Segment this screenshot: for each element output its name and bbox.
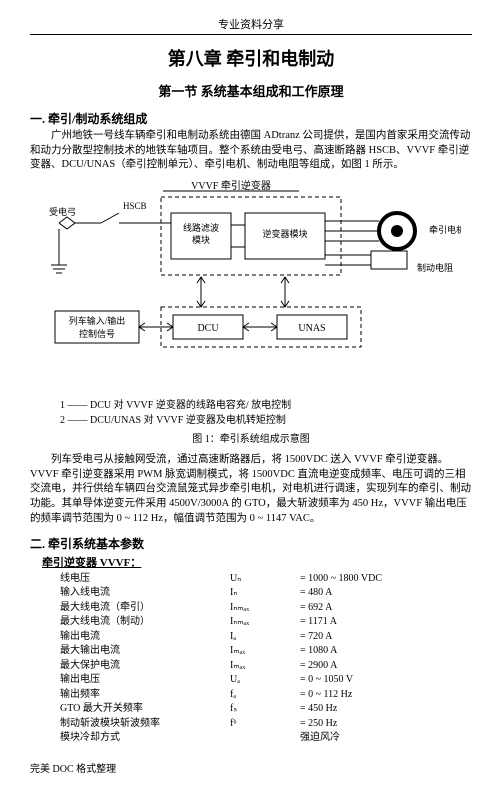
page-footer: 完美 DOC 格式整理 — [30, 760, 472, 775]
hscb-switch — [101, 213, 119, 223]
heading-1-text: 牵引/制动系统组成 — [48, 112, 147, 126]
param-symbol: Iₙₘₐₓ — [230, 615, 300, 630]
paragraph-1: 广州地铁一号线车辆牵引和电制动系统由德国 ADtranz 公司提供，是国内首家采… — [30, 129, 472, 173]
train-io-label-2: 控制信号 — [79, 328, 115, 339]
braking-resistor-label: 制动电阻 — [417, 262, 453, 273]
param-symbol: Iₙ — [230, 586, 300, 601]
diagram-note-2: 2 —— DCU/UNAS 对 VVVF 逆变器及电机转矩控制 — [60, 413, 472, 428]
figure-caption: 图 1：牵引系统组成示意图 — [30, 430, 472, 445]
param-row: 最大线电流（牵引）Iₙₘₐₓ= 692 A — [60, 601, 472, 616]
diagram-note-1: 1 —— DCU 对 VVVF 逆变器的线路电容充/ 放电控制 — [60, 398, 472, 413]
param-label: GTO 最大开关频率 — [60, 702, 230, 717]
param-symbol — [230, 731, 300, 746]
param-row: GTO 最大开关频率fₛ= 450 Hz — [60, 702, 472, 717]
param-symbol: Uₐ — [230, 673, 300, 688]
param-row: 最大保护电流Iₘₐₓ= 2900 A — [60, 659, 472, 674]
param-symbol: Iₐ — [230, 630, 300, 645]
heading-2-num: 二. — [30, 537, 45, 551]
param-value: = 450 Hz — [300, 702, 472, 717]
param-row: 制动斩波模块斩波频率fᵇ= 250 Hz — [60, 717, 472, 732]
pantograph-icon — [59, 217, 75, 229]
param-symbol: Iₙₘₐₓ — [230, 601, 300, 616]
heading-1-num: 一. — [30, 112, 45, 126]
param-symbol: Iₘₐₓ — [230, 644, 300, 659]
section-title: 第一节 系统基本组成和工作原理 — [30, 81, 472, 100]
param-row: 输出电压Uₐ= 0 ~ 1050 V — [60, 673, 472, 688]
param-symbol: Uₙ — [230, 572, 300, 587]
param-symbol: Iₘₐₓ — [230, 659, 300, 674]
chapter-title: 第八章 牵引和电制动 — [30, 45, 472, 71]
dcu-label: DCU — [197, 323, 219, 334]
system-diagram: VVVF 牵引逆变器 线路滤波 模块 逆变器模块 受电弓 HSCB — [41, 179, 461, 392]
hscb-label: HSCB — [123, 201, 147, 211]
param-value: = 692 A — [300, 601, 472, 616]
params-heading: 牵引逆变器 VVVF： — [42, 554, 472, 570]
param-row: 模块冷却方式 强迫风冷 — [60, 731, 472, 746]
param-label: 输出电压 — [60, 673, 230, 688]
param-value: = 1171 A — [300, 615, 472, 630]
braking-resistor-icon — [371, 251, 407, 269]
param-value: = 720 A — [300, 630, 472, 645]
filter-module-label-1: 线路滤波 — [183, 222, 219, 233]
pantograph-label: 受电弓 — [49, 206, 76, 217]
param-value: = 0 ~ 112 Hz — [300, 688, 472, 703]
param-label: 最大保护电流 — [60, 659, 230, 674]
param-label: 线电压 — [60, 572, 230, 587]
heading-1: 一. 牵引/制动系统组成 — [30, 110, 472, 127]
train-io-label-1: 列车输入/输出 — [69, 315, 126, 326]
param-table: 线电压Uₙ= 1000 ~ 1800 VDC输入线电流Iₙ= 480 A最大线电… — [60, 572, 472, 746]
heading-2-text: 牵引系统基本参数 — [48, 537, 144, 551]
param-value: = 0 ~ 1050 V — [300, 673, 472, 688]
param-label: 最大输出电流 — [60, 644, 230, 659]
motor-label: 牵引电机 — [429, 224, 461, 235]
unas-label: UNAS — [298, 323, 325, 334]
param-label: 模块冷却方式 — [60, 731, 230, 746]
paragraph-2: 列车受电弓从接触网受流，通过高速断路器后，将 1500VDC 送入 VVVF 牵… — [30, 453, 472, 526]
param-value: = 2900 A — [300, 659, 472, 674]
diagram-top-label: VVVF 牵引逆变器 — [191, 179, 271, 192]
param-row: 输出电流Iₐ= 720 A — [60, 630, 472, 645]
param-row: 最大输出电流Iₘₐₓ= 1080 A — [60, 644, 472, 659]
param-value: = 1000 ~ 1800 VDC — [300, 572, 472, 587]
param-row: 输出频率fₐ= 0 ~ 112 Hz — [60, 688, 472, 703]
param-symbol: fₐ — [230, 688, 300, 703]
heading-2: 二. 牵引系统基本参数 — [30, 535, 472, 552]
param-label: 输出频率 — [60, 688, 230, 703]
param-value: = 1080 A — [300, 644, 472, 659]
param-value: = 480 A — [300, 586, 472, 601]
param-row: 最大线电流（制动）Iₙₘₐₓ= 1171 A — [60, 615, 472, 630]
param-symbol: fₛ — [230, 702, 300, 717]
param-symbol: fᵇ — [230, 717, 300, 732]
param-row: 输入线电流Iₙ= 480 A — [60, 586, 472, 601]
param-label: 制动斩波模块斩波频率 — [60, 717, 230, 732]
filter-module-label-2: 模块 — [192, 234, 210, 245]
param-label: 最大线电流（制动） — [60, 615, 230, 630]
diagram-notes: 1 —— DCU 对 VVVF 逆变器的线路电容充/ 放电控制 2 —— DCU… — [60, 398, 472, 428]
param-value: 强迫风冷 — [300, 731, 472, 746]
param-label: 输出电流 — [60, 630, 230, 645]
page-header: 专业资料分享 — [30, 16, 472, 35]
param-row: 线电压Uₙ= 1000 ~ 1800 VDC — [60, 572, 472, 587]
inverter-module-label: 逆变器模块 — [262, 228, 307, 239]
param-label: 最大线电流（牵引） — [60, 601, 230, 616]
param-label: 输入线电流 — [60, 586, 230, 601]
param-value: = 250 Hz — [300, 717, 472, 732]
